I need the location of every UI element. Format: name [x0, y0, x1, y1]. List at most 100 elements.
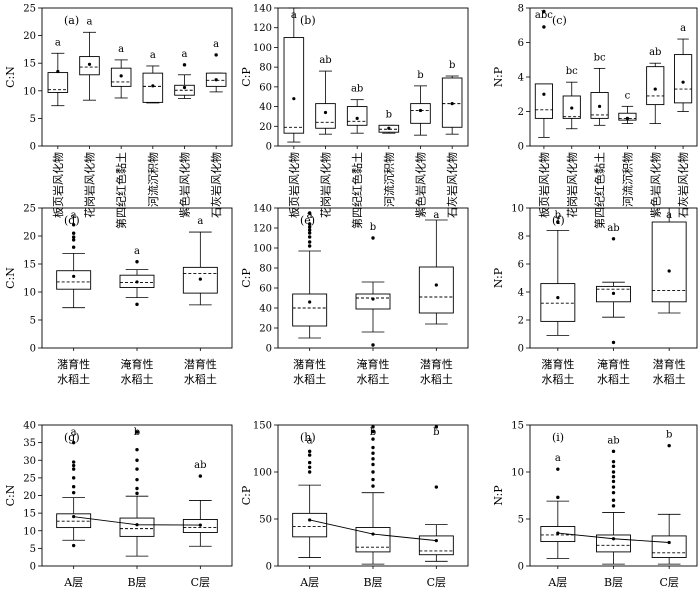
outlier-point [611, 464, 616, 469]
outlier-point [135, 458, 139, 462]
outlier-point [371, 451, 375, 455]
outlier-point [371, 445, 375, 450]
y-tick-label: 60 [259, 82, 272, 93]
outlier-point [542, 9, 546, 14]
outlier-point [542, 25, 546, 29]
mean-marker [214, 78, 218, 82]
y-tick-label: 0 [518, 344, 524, 355]
x-tick-label: 淹育性水稻土 [121, 357, 154, 386]
significance-letter: b [433, 427, 439, 438]
box-2: b [119, 427, 155, 557]
x-tick-label: 第四纪红色黏土 [593, 152, 607, 229]
y-tick-label: 0 [30, 344, 36, 355]
y-tick-label: 20 [23, 491, 36, 502]
box-1: a [56, 210, 92, 309]
y-tick-label: 120 [253, 23, 272, 34]
y-tick-label: 4 [518, 73, 524, 84]
mean-marker [56, 69, 60, 74]
outlier-point [307, 222, 312, 226]
x-tick-label: 板页岩风化物 [51, 152, 65, 218]
box-2: b [355, 222, 391, 347]
mean-marker [556, 296, 560, 300]
iqr-box [540, 283, 576, 322]
iqr-box [674, 54, 693, 104]
box-1: a [283, 7, 305, 143]
iqr-box [56, 270, 92, 290]
y-axis-label: C:N [4, 484, 17, 506]
mean-trend-line [73, 516, 201, 526]
box-1: b [540, 210, 576, 336]
y-axis-label: C:P [240, 485, 253, 505]
outlier-point [214, 53, 218, 57]
significance-letter: b [417, 70, 423, 81]
x-tick-label: 花岗岩风化物 [319, 152, 333, 218]
x-tick-label: C层 [659, 576, 678, 589]
y-tick-label: 15 [23, 509, 36, 520]
x-tick-label: 板页岩风化物 [537, 152, 551, 218]
outlier-point [307, 240, 312, 244]
outlier-point [71, 235, 76, 239]
significance-letter: ab [607, 223, 619, 234]
outlier-point [135, 260, 139, 264]
panel-label: (h) [300, 431, 316, 444]
outlier-point [307, 228, 312, 232]
mean-marker [135, 280, 139, 284]
significance-letter: a [87, 16, 93, 27]
y-tick-label: 6 [518, 38, 524, 49]
box-1: a [292, 210, 328, 339]
y-tick-label: 20 [259, 122, 272, 133]
mean-marker [371, 297, 375, 301]
iqr-box [355, 293, 391, 310]
outlier-point [611, 479, 616, 484]
mean-marker [387, 126, 391, 130]
box-2: a [119, 246, 155, 307]
y-tick-label: 10 [23, 526, 36, 537]
outlier-point [307, 470, 312, 474]
outlier-point [135, 491, 139, 496]
panel-label: (d) [64, 214, 80, 227]
iqr-box [651, 535, 687, 558]
box-3: a [418, 210, 454, 325]
box-6: b [441, 60, 463, 135]
panel-label: (a) [64, 14, 79, 27]
x-tick-label: C层 [191, 576, 210, 589]
box-1: a [540, 453, 576, 559]
plot-frame [277, 7, 469, 147]
outlier-point [71, 484, 76, 489]
significance-letter: ab [319, 55, 331, 66]
box-5: b [410, 70, 431, 136]
outlier-point [611, 459, 616, 464]
iqr-box [315, 103, 336, 129]
iqr-box [410, 103, 431, 124]
significance-letter: a [433, 210, 439, 221]
outlier-point [556, 495, 560, 500]
y-tick-label: 40 [259, 102, 272, 113]
y-tick-label: 40 [259, 304, 272, 315]
y-tick-label: 0 [518, 562, 524, 573]
significance-letter: b [555, 210, 561, 221]
y-tick-label: 0 [266, 344, 272, 355]
y-tick-label: 10 [23, 86, 36, 97]
iqr-box [534, 83, 553, 119]
outlier-point [556, 467, 560, 471]
y-tick-label: 25 [23, 4, 36, 15]
outlier-point [307, 465, 312, 469]
significance-letter: a [213, 39, 219, 50]
significance-letter: a [71, 427, 77, 438]
x-tick-label: 淹育性水稻土 [357, 357, 390, 386]
panel-b: 0 20 40 60 80 100 120 140 C:P a ab ab b b b (b) 板页岩风化物 花岗… [240, 4, 469, 229]
y-tick-label: 0 [30, 562, 36, 573]
outlier-point [371, 236, 375, 240]
outlier-point [71, 476, 76, 480]
y-tick-label: 80 [259, 63, 272, 74]
x-tick-label: 潜育性水稻土 [420, 357, 453, 386]
outlier-point [135, 447, 139, 452]
iqr-box [418, 266, 454, 314]
box-2: a [79, 16, 100, 101]
outlier-point [135, 430, 139, 434]
outlier-point [371, 425, 375, 429]
y-tick-label: 8 [518, 4, 524, 15]
outlier-point [307, 453, 312, 457]
